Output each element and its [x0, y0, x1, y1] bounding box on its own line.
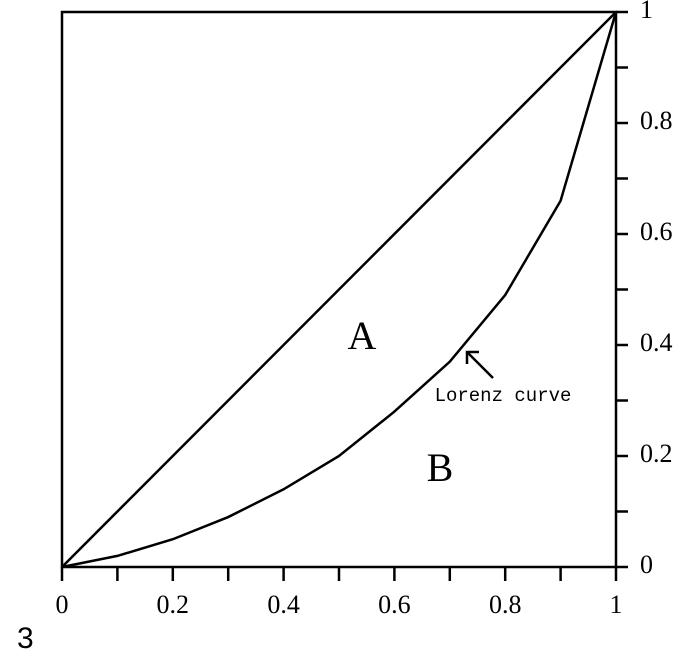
- line: [61, 11, 618, 569]
- figure-label: 3: [17, 622, 34, 655]
- x-tick-label: 0: [56, 590, 69, 619]
- y-tick-label: 0: [640, 550, 653, 579]
- annotation: Lorenz curve: [435, 385, 572, 407]
- y-tick-label: 1: [640, 0, 653, 24]
- annotation-arrowhead: [465, 350, 479, 364]
- x-tick-label: 0.8: [489, 590, 522, 619]
- x-tick-label: 0.4: [267, 590, 300, 619]
- annotation-arrow: [466, 351, 494, 379]
- region-label: B: [427, 445, 454, 490]
- line: [61, 11, 617, 568]
- y-tick-label: 0.2: [640, 439, 673, 468]
- y-tick-label: 0.8: [640, 106, 673, 135]
- y-tick-label: 0.6: [640, 217, 673, 246]
- x-tick-label: 0.6: [378, 590, 411, 619]
- region-label: A: [348, 313, 377, 358]
- y-tick-label: 0.4: [640, 328, 673, 357]
- x-tick-label: 1: [610, 590, 623, 619]
- x-tick-label: 0.2: [157, 590, 190, 619]
